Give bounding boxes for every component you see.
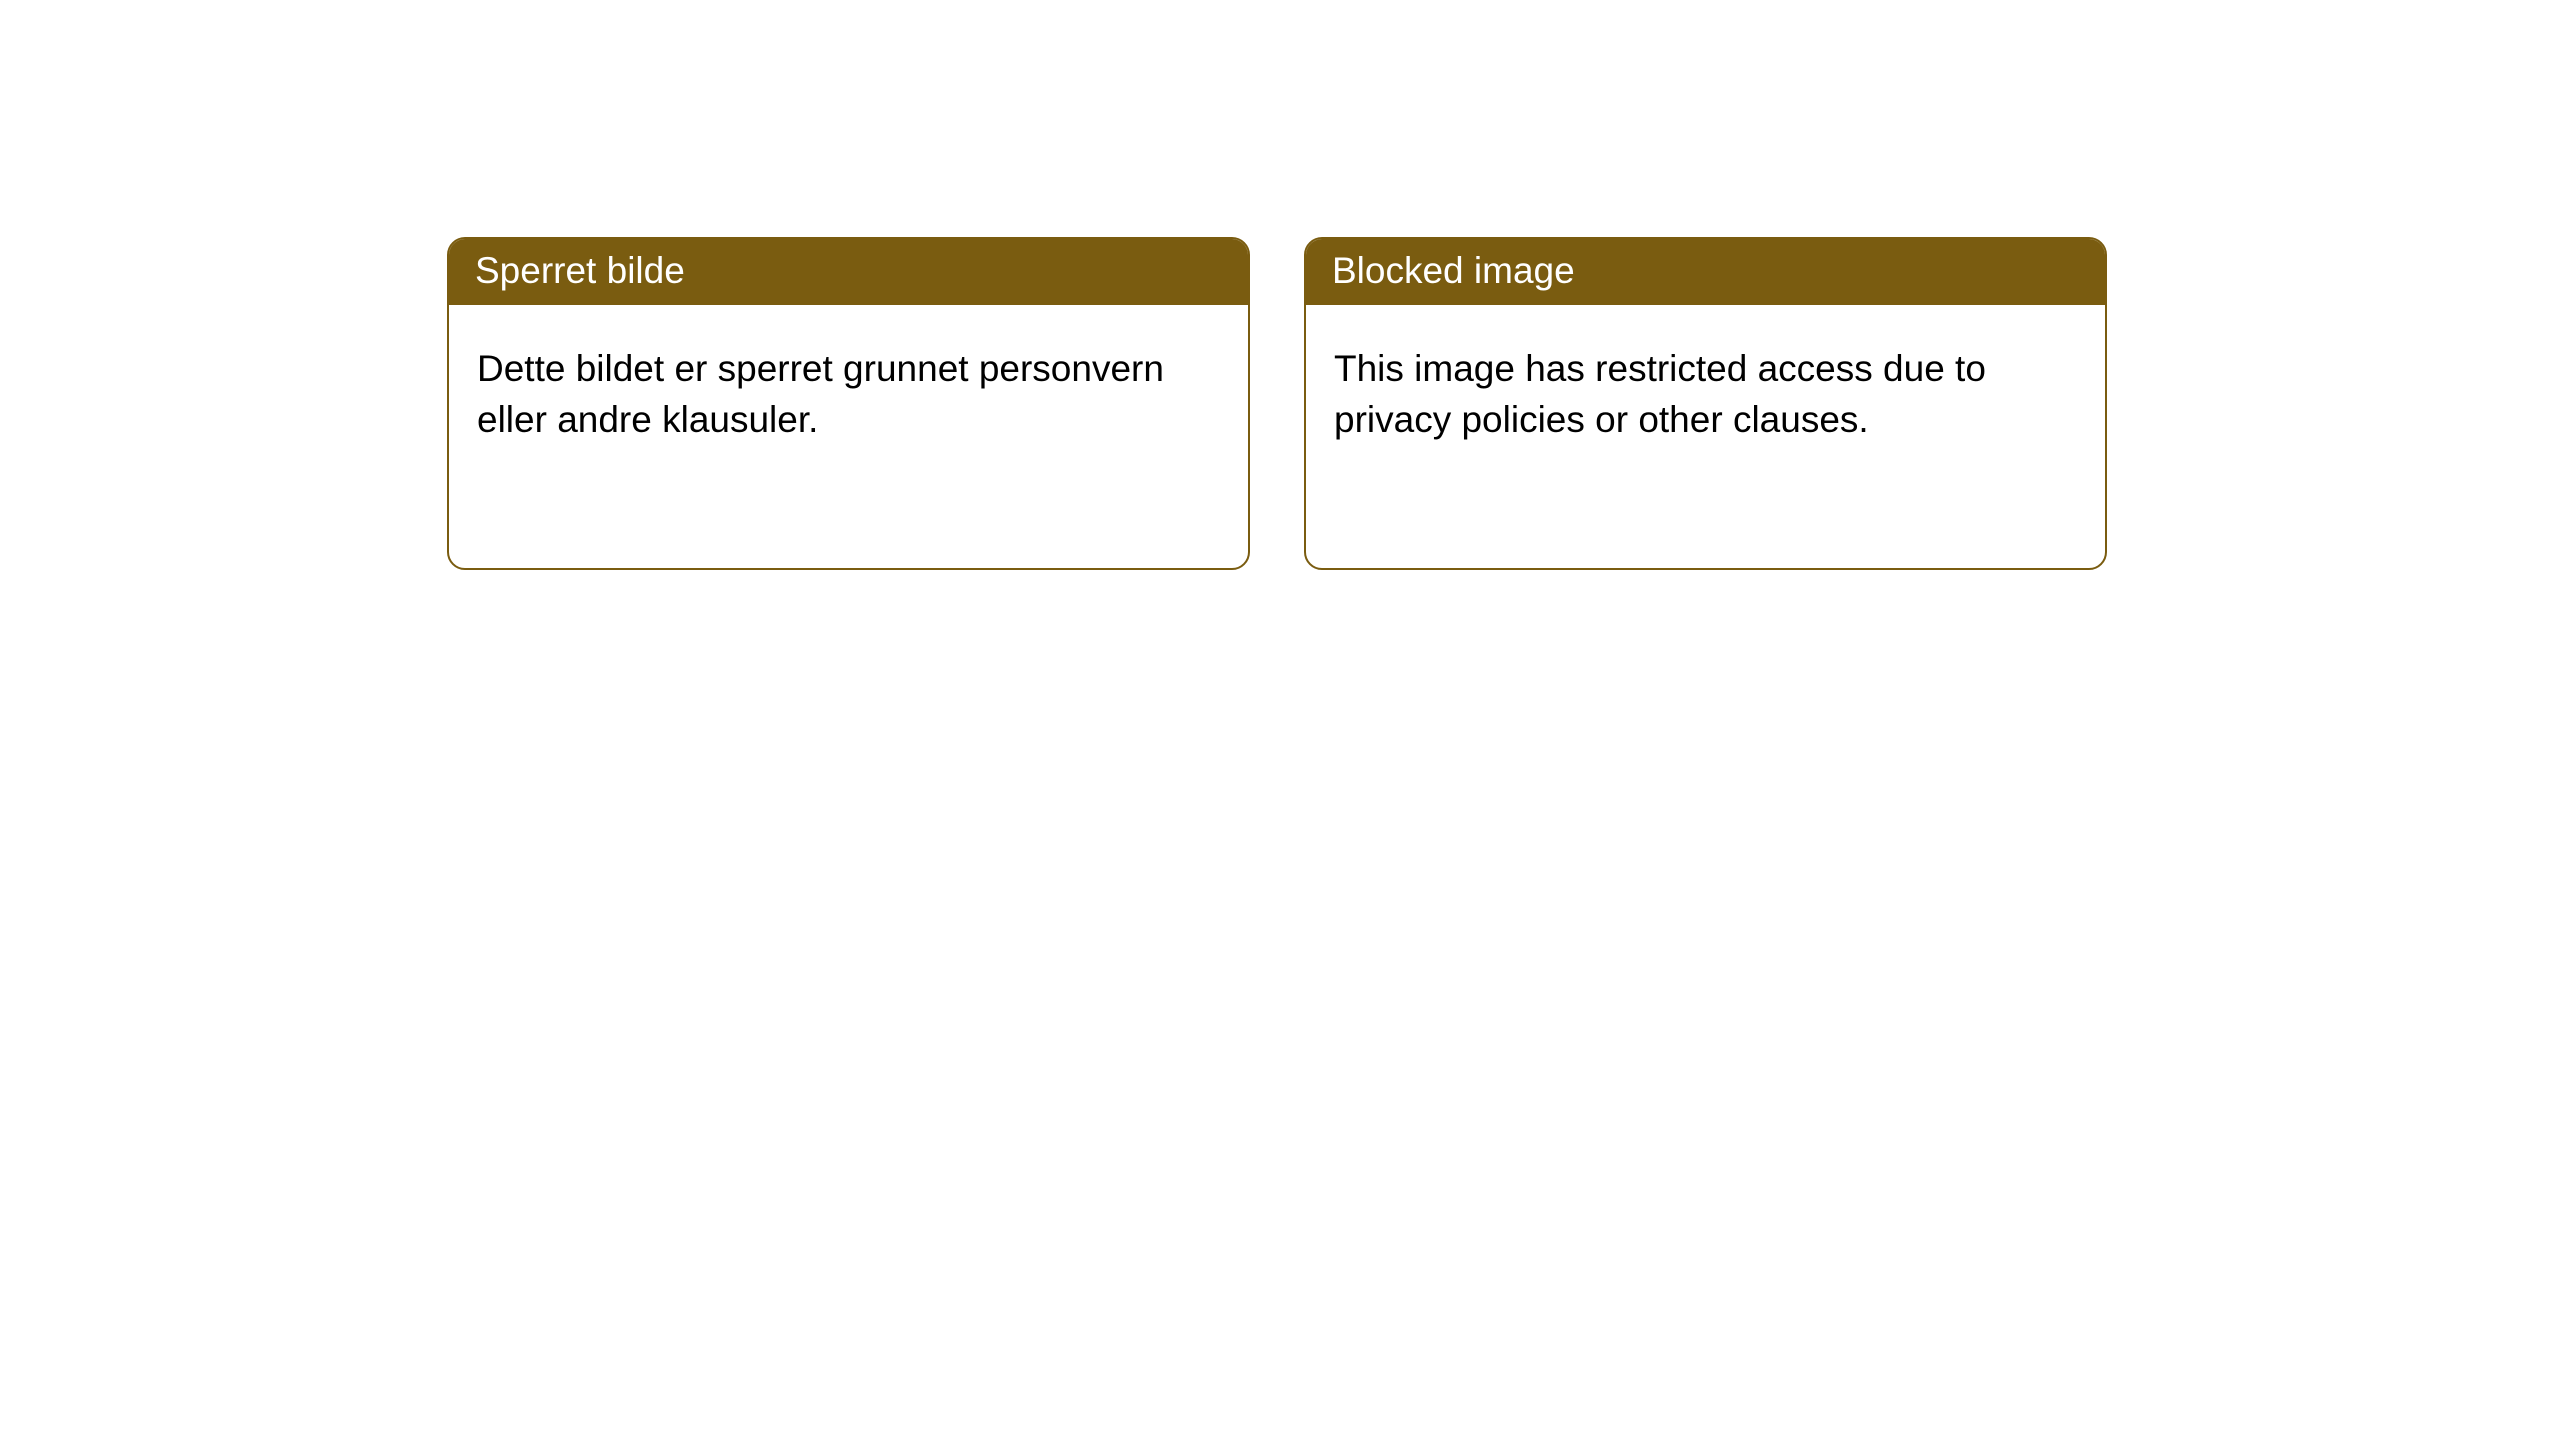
card-body: Dette bildet er sperret grunnet personve… [449, 305, 1248, 483]
card-header: Sperret bilde [449, 239, 1248, 305]
notice-card-norwegian: Sperret bilde Dette bildet er sperret gr… [447, 237, 1250, 570]
card-title: Sperret bilde [475, 250, 685, 291]
card-title: Blocked image [1332, 250, 1575, 291]
notice-container: Sperret bilde Dette bildet er sperret gr… [0, 0, 2560, 570]
card-header: Blocked image [1306, 239, 2105, 305]
notice-card-english: Blocked image This image has restricted … [1304, 237, 2107, 570]
card-body-text: This image has restricted access due to … [1334, 348, 1986, 440]
card-body: This image has restricted access due to … [1306, 305, 2105, 483]
card-body-text: Dette bildet er sperret grunnet personve… [477, 348, 1164, 440]
